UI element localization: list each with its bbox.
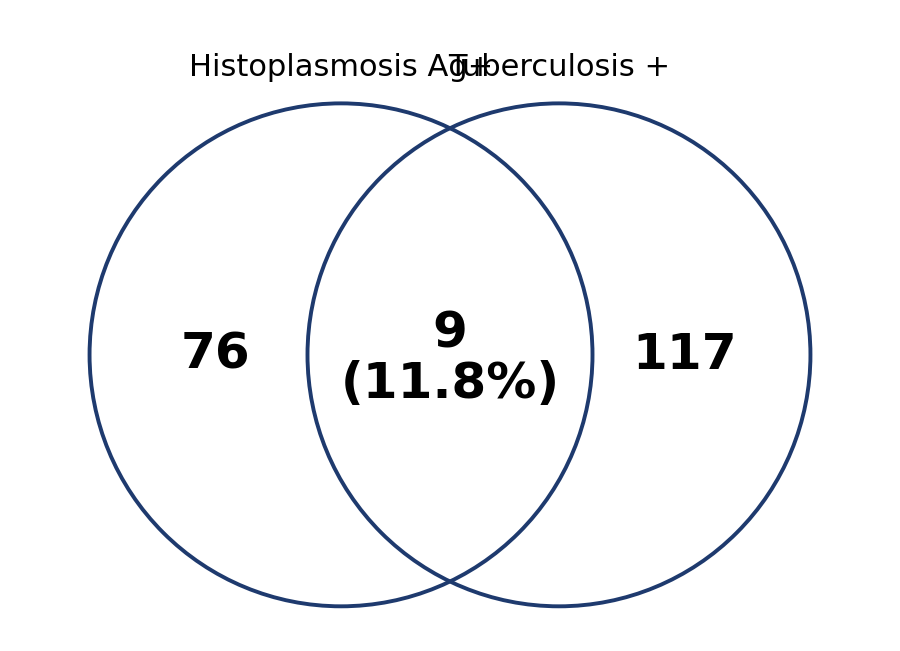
Text: 9: 9 [433,310,467,358]
Text: Tuberculosis +: Tuberculosis + [448,53,670,83]
Text: Histoplasmosis Ag+: Histoplasmosis Ag+ [189,53,493,83]
Text: 117: 117 [633,331,737,379]
Text: (11.8%): (11.8%) [340,360,560,408]
Text: 76: 76 [181,331,250,379]
